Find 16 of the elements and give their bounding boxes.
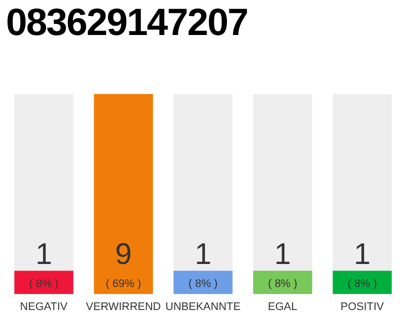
annotation: 1	[36, 238, 52, 271]
data-label: ( 8% )	[268, 278, 298, 290]
data-label: ( 8% )	[348, 278, 377, 290]
data-label: ( 8% )	[29, 278, 59, 290]
annotation: 1	[194, 238, 212, 271]
annotation: 1	[354, 238, 371, 271]
x-tick-label: NEGATIV	[20, 300, 68, 313]
data-label: ( 8% )	[188, 278, 218, 290]
x-tick-label: POSITIV	[340, 300, 385, 313]
annotation: 9	[115, 238, 132, 271]
annotation: 1	[274, 238, 291, 271]
x-tick-label: VERWIRREND	[86, 300, 161, 313]
data-label: ( 69% )	[106, 278, 142, 290]
chart-title: 083629147207	[6, 2, 248, 45]
x-tick-label: UNBEKANNTE	[165, 300, 241, 313]
x-tick-label: EGAL	[268, 300, 298, 313]
